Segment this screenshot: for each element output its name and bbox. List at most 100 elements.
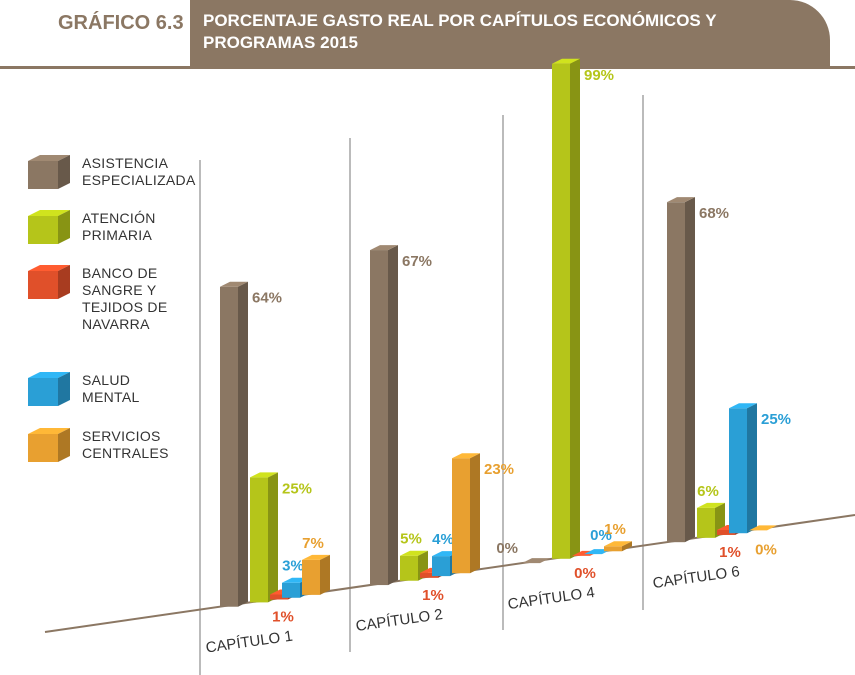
value-label: 64% bbox=[252, 290, 282, 307]
bar-front bbox=[220, 286, 238, 607]
bar-top bbox=[522, 558, 550, 564]
bar-front bbox=[432, 556, 450, 577]
value-label: 5% bbox=[400, 531, 422, 548]
bar-side bbox=[470, 453, 480, 574]
bar-side bbox=[268, 472, 278, 603]
legend-label: ASISTENCIA ESPECIALIZADA bbox=[82, 155, 196, 188]
legend-label: SALUD MENTAL bbox=[82, 372, 140, 405]
chart-title: PORCENTAJE GASTO REAL POR CAPÍTULOS ECON… bbox=[203, 11, 717, 52]
bar-top bbox=[250, 472, 278, 478]
x-tick-label: CAPÍTULO 6 bbox=[652, 563, 741, 592]
value-label: 7% bbox=[302, 535, 324, 552]
bar-front bbox=[717, 529, 735, 535]
bar-front bbox=[400, 555, 418, 581]
bar bbox=[552, 58, 580, 559]
bar-front bbox=[302, 559, 320, 595]
legend-swatch bbox=[28, 155, 70, 189]
bar bbox=[749, 525, 777, 531]
bar-top bbox=[697, 502, 725, 508]
swatch-top bbox=[28, 372, 70, 378]
bar-top bbox=[552, 58, 580, 64]
bar-top bbox=[667, 197, 695, 203]
header-band bbox=[190, 0, 830, 68]
bar bbox=[302, 554, 330, 595]
bar bbox=[250, 472, 278, 603]
bar-front bbox=[604, 546, 622, 552]
bar-front bbox=[270, 594, 288, 600]
value-label: 4% bbox=[432, 531, 454, 548]
legend-swatch bbox=[28, 372, 70, 406]
legend-swatch bbox=[28, 210, 70, 244]
bar-front bbox=[370, 250, 388, 586]
value-label: 1% bbox=[719, 544, 741, 561]
bar-front bbox=[452, 458, 470, 574]
value-label: 0% bbox=[496, 540, 518, 557]
bar-top bbox=[749, 525, 777, 531]
legend-swatch bbox=[28, 428, 70, 462]
value-label: 1% bbox=[604, 521, 626, 538]
bar bbox=[522, 558, 550, 564]
bar bbox=[452, 453, 480, 574]
bar-top bbox=[604, 541, 632, 547]
value-label: 6% bbox=[697, 483, 719, 500]
bar bbox=[729, 403, 757, 534]
swatch-front bbox=[28, 216, 58, 244]
x-tick-label: CAPÍTULO 1 bbox=[205, 628, 294, 657]
value-label: 0% bbox=[755, 541, 777, 558]
bar-side bbox=[622, 541, 632, 552]
bar-side bbox=[320, 554, 330, 595]
x-tick-label: CAPÍTULO 4 bbox=[507, 584, 596, 613]
swatch-side bbox=[58, 210, 70, 244]
value-label: 3% bbox=[282, 558, 304, 575]
bar-front bbox=[667, 202, 685, 543]
value-label: 0% bbox=[590, 527, 612, 544]
bar bbox=[604, 541, 632, 552]
bar-top bbox=[452, 453, 480, 459]
value-label: 25% bbox=[761, 411, 791, 428]
swatch-top bbox=[28, 428, 70, 434]
swatch-side bbox=[58, 428, 70, 462]
value-label: 23% bbox=[484, 461, 514, 478]
legend-label: BANCO DE SANGRE Y TEJIDOS DE NAVARRA bbox=[82, 265, 168, 332]
x-tick-label: CAPÍTULO 2 bbox=[355, 606, 444, 635]
swatch-side bbox=[58, 155, 70, 189]
swatch-front bbox=[28, 378, 58, 406]
swatch-top bbox=[28, 210, 70, 216]
bar-side bbox=[388, 245, 398, 586]
bar-top bbox=[220, 281, 248, 287]
bar-top bbox=[302, 554, 330, 560]
bar-side bbox=[685, 197, 695, 543]
bar-front bbox=[697, 507, 715, 538]
swatch-top bbox=[28, 265, 70, 271]
swatch-front bbox=[28, 271, 58, 299]
header-rule bbox=[0, 66, 855, 69]
swatch-side bbox=[58, 265, 70, 299]
bar-front bbox=[282, 582, 300, 598]
swatch-front bbox=[28, 434, 58, 462]
legend-label: ATENCIÓN PRIMARIA bbox=[82, 210, 156, 243]
value-label: 25% bbox=[282, 480, 312, 497]
bar-side bbox=[238, 281, 248, 607]
bar-top bbox=[400, 550, 428, 556]
swatch-side bbox=[58, 372, 70, 406]
bar-front bbox=[250, 477, 268, 603]
figure-label: GRÁFICO 6.3 bbox=[58, 12, 184, 34]
value-label: 68% bbox=[699, 205, 729, 222]
swatch-front bbox=[28, 161, 58, 189]
swatch-top bbox=[28, 155, 70, 161]
legend-label: SERVICIOS CENTRALES bbox=[82, 428, 169, 461]
value-label: 0% bbox=[574, 565, 596, 582]
value-label: 1% bbox=[422, 587, 444, 604]
bar bbox=[220, 281, 248, 607]
value-label: 1% bbox=[272, 608, 294, 625]
value-label: 99% bbox=[584, 67, 614, 84]
bar-front bbox=[420, 572, 438, 578]
legend-swatch bbox=[28, 265, 70, 299]
bar-front bbox=[552, 63, 570, 559]
bar bbox=[370, 245, 398, 586]
bar-front bbox=[729, 408, 747, 534]
bar bbox=[667, 197, 695, 543]
bar-top bbox=[370, 245, 398, 251]
